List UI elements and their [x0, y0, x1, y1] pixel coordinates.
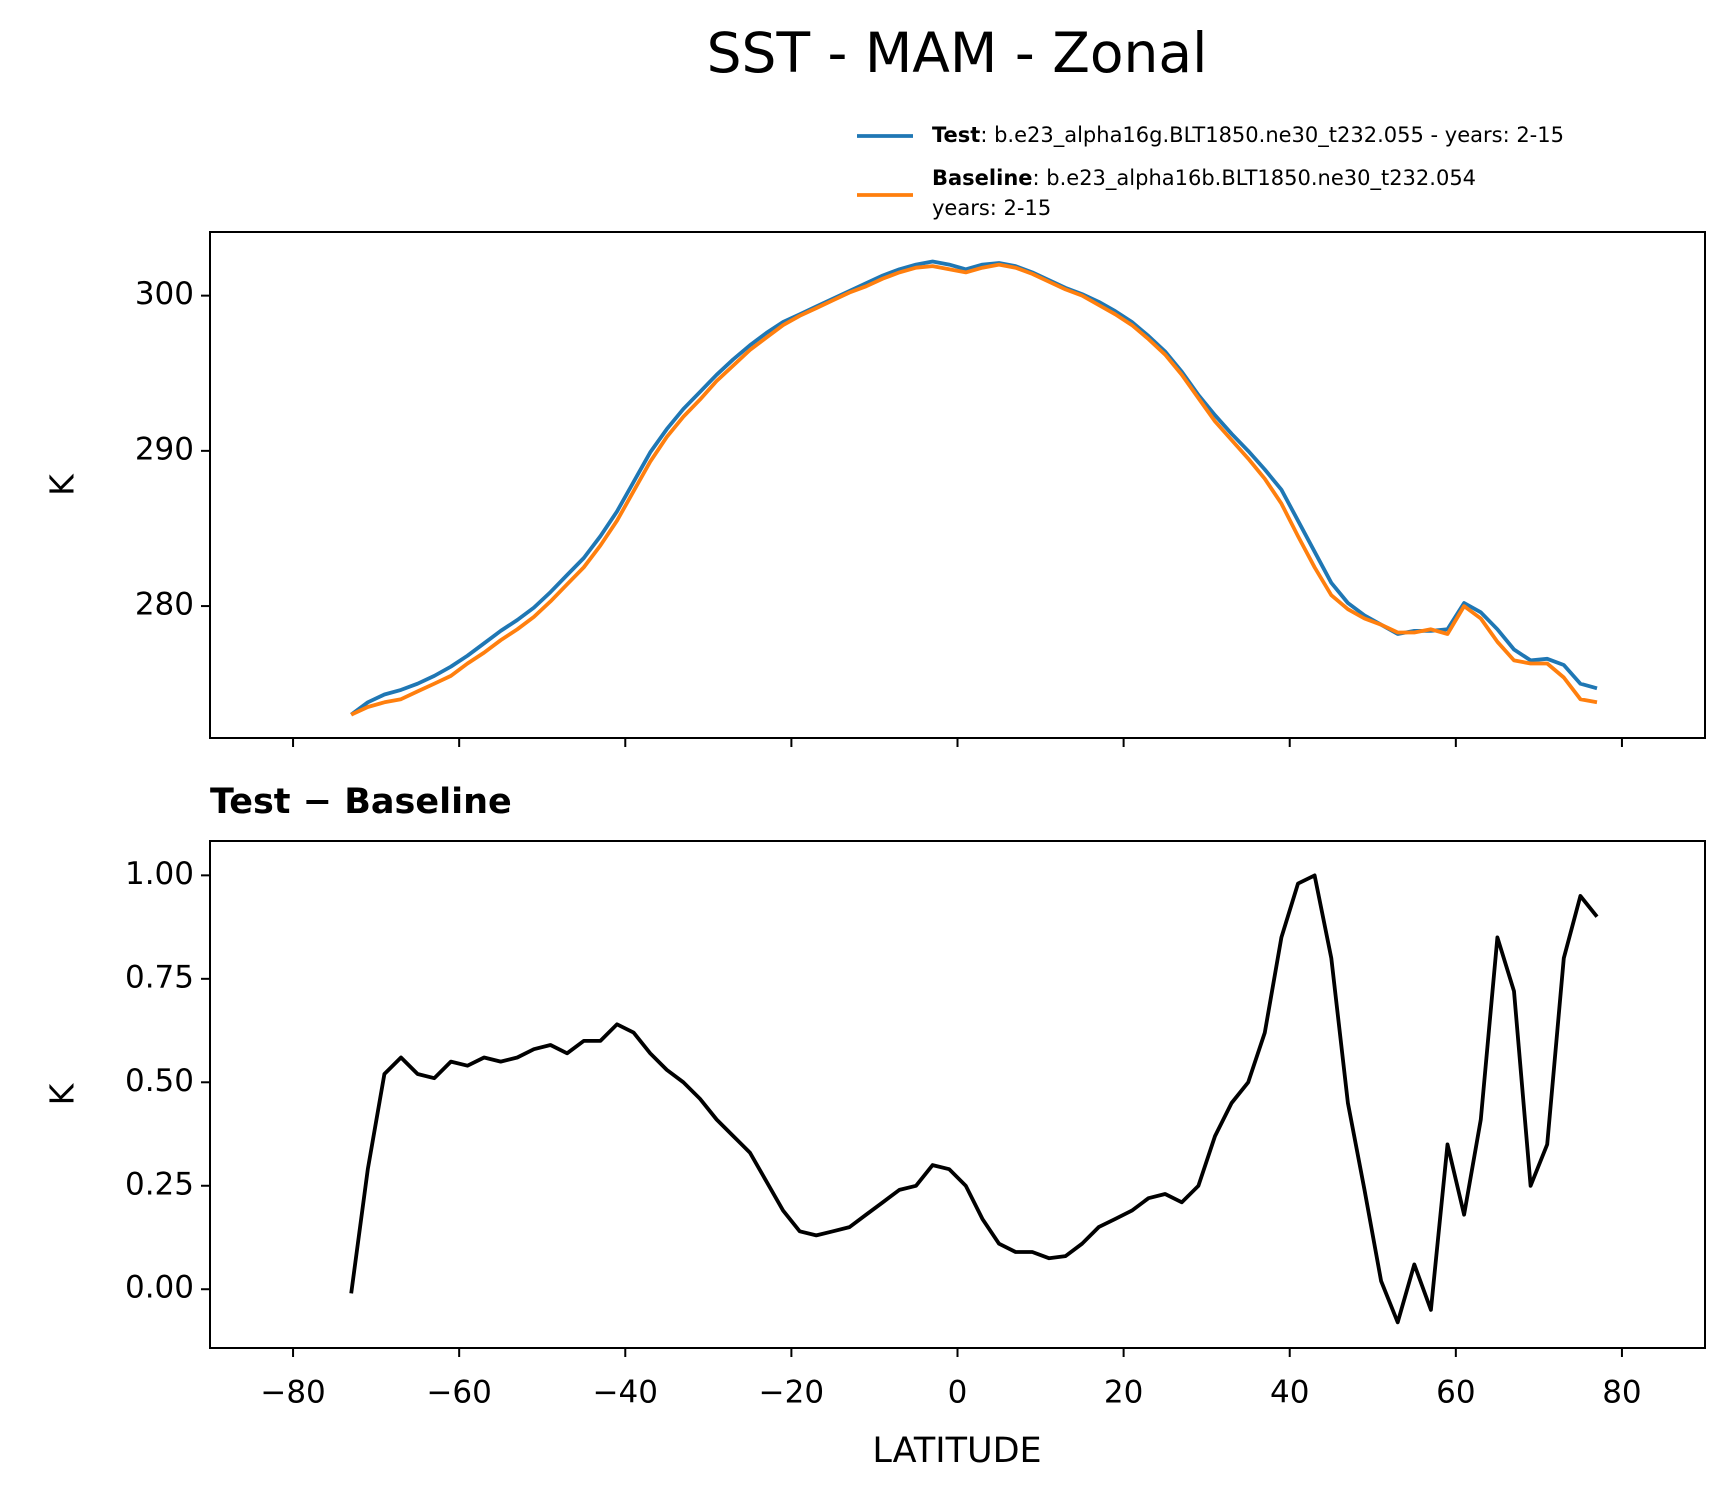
x-tick-label: 40: [1270, 1375, 1309, 1411]
x-tick-label: 20: [1104, 1375, 1143, 1411]
x-axis-label: LATITUDE: [872, 1431, 1041, 1471]
data-line: [349, 873, 1599, 1325]
y-tick-label: 0.75: [125, 959, 194, 995]
legend-description: years: 2-15: [932, 196, 1051, 220]
x-tick-label: −20: [759, 1375, 824, 1411]
y-tick-label: 0.00: [125, 1270, 194, 1306]
y-axis-label: K: [43, 473, 82, 496]
plot-frame: [209, 231, 1706, 739]
legend-label: Baseline: b.e23_alpha16b.BLT1850.ne30_t2…: [932, 166, 1476, 191]
legend-name: Baseline: [932, 166, 1033, 190]
y-tick-label: 280: [135, 587, 194, 623]
y-tick-label: 300: [135, 276, 194, 312]
legend-description: : b.e23_alpha16g.BLT1850.ne30_t232.055 -…: [980, 123, 1564, 148]
y-tick-label: 0.50: [125, 1063, 194, 1099]
subtitle: Test − Baseline: [210, 782, 512, 822]
plot-frame: [209, 840, 1706, 1349]
legend-name: Test: [932, 123, 980, 147]
legend-label: Test: b.e23_alpha16g.BLT1850.ne30_t232.0…: [932, 123, 1564, 148]
y-tick-label: 0.25: [125, 1166, 194, 1202]
x-tick-label: −40: [593, 1375, 658, 1411]
legend-description: : b.e23_alpha16b.BLT1850.ne30_t232.054: [1033, 166, 1477, 191]
x-tick-label: −80: [260, 1375, 325, 1411]
x-tick-label: 0: [948, 1375, 968, 1411]
x-tick-label: −60: [426, 1375, 491, 1411]
x-tick-label: 80: [1602, 1375, 1641, 1411]
y-tick-label: 290: [135, 431, 194, 467]
chart-title: SST - MAM - Zonal: [707, 21, 1208, 85]
y-axis-label: K: [43, 1082, 82, 1105]
data-line: [350, 262, 1598, 717]
x-tick-label: 60: [1436, 1375, 1475, 1411]
y-tick-label: 1.00: [125, 856, 194, 892]
